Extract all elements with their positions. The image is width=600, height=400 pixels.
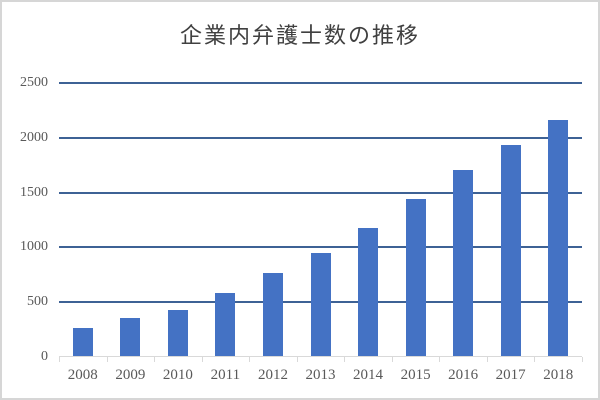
y-tick-label-1000: 1000 bbox=[20, 239, 48, 255]
y-tick-label-0: 0 bbox=[41, 349, 48, 364]
bar-2010 bbox=[167, 310, 188, 357]
x-tick-mark bbox=[201, 357, 203, 362]
x-tick-mark bbox=[582, 357, 583, 362]
chart-title: 企業内弁護士数の推移 bbox=[179, 23, 420, 48]
plot-area bbox=[59, 82, 582, 357]
x-tick-label-2011: 2011 bbox=[210, 367, 241, 383]
x-tick-mark bbox=[154, 357, 156, 362]
x-tick-mark bbox=[391, 357, 393, 362]
x-axis-tick-marks bbox=[59, 357, 583, 362]
bar-2011 bbox=[215, 292, 236, 357]
x-tick-mark bbox=[249, 357, 251, 362]
x-tick-label-2018: 2018 bbox=[543, 367, 574, 383]
gridline-1500 bbox=[59, 191, 582, 194]
x-tick-label-2008: 2008 bbox=[67, 367, 98, 383]
bar-2015 bbox=[405, 198, 426, 357]
y-tick-label-2500: 2500 bbox=[20, 75, 48, 90]
x-tick-label-2012: 2012 bbox=[257, 367, 288, 383]
x-tick-label-2009: 2009 bbox=[115, 367, 146, 383]
x-tick-label-2015: 2015 bbox=[400, 367, 431, 383]
bar-2014 bbox=[358, 227, 379, 357]
y-tick-label-2000: 2000 bbox=[20, 129, 48, 145]
bar-2012 bbox=[262, 272, 283, 357]
x-tick-mark bbox=[534, 357, 536, 362]
bar-2017 bbox=[500, 145, 521, 357]
x-tick-label-2017: 2017 bbox=[495, 367, 526, 383]
x-tick-label-2016: 2016 bbox=[448, 367, 479, 383]
x-tick-mark bbox=[106, 357, 108, 362]
gridline-2500 bbox=[59, 82, 582, 84]
y-tick-label-500: 500 bbox=[27, 294, 48, 310]
x-tick-mark bbox=[344, 357, 346, 362]
x-axis-line bbox=[59, 356, 582, 357]
x-axis-tick-labels: 2008 2009 2010 2011 2012 2013 2014 2015 2016 2017… bbox=[59, 366, 582, 388]
bar-2013 bbox=[310, 252, 331, 357]
x-tick-mark bbox=[296, 357, 298, 362]
y-axis-tick-labels: 0 500 1000 1500 2000 2500 bbox=[10, 76, 48, 364]
gridline-1000 bbox=[59, 246, 582, 249]
x-tick-label-2013: 2013 bbox=[305, 367, 336, 383]
bar-2016 bbox=[453, 169, 474, 357]
x-tick-mark bbox=[59, 357, 60, 362]
x-tick-mark bbox=[439, 357, 441, 362]
bar-2018 bbox=[548, 120, 569, 357]
x-tick-label-2014: 2014 bbox=[353, 367, 384, 383]
y-tick-label-1500: 1500 bbox=[20, 184, 48, 200]
x-tick-mark bbox=[486, 357, 488, 362]
bar-2008 bbox=[72, 327, 93, 357]
gridline-2000 bbox=[59, 136, 582, 139]
bar-2009 bbox=[120, 318, 141, 357]
x-tick-label-2010: 2010 bbox=[162, 367, 193, 383]
